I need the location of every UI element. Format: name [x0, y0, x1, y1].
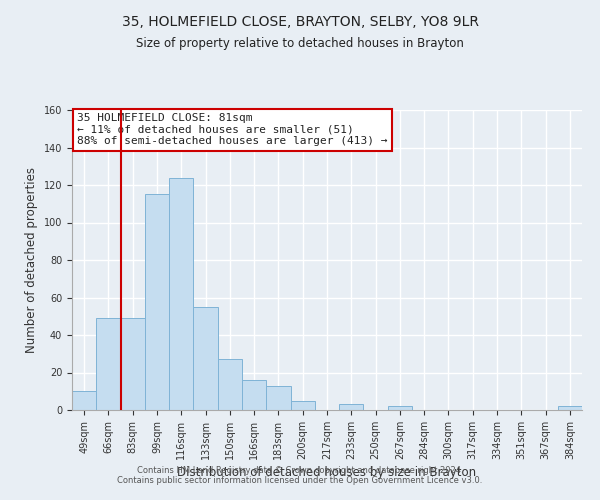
X-axis label: Distribution of detached houses by size in Brayton: Distribution of detached houses by size … [178, 466, 476, 479]
Bar [193, 307, 218, 410]
Text: 35, HOLMEFIELD CLOSE, BRAYTON, SELBY, YO8 9LR: 35, HOLMEFIELD CLOSE, BRAYTON, SELBY, YO… [121, 15, 479, 29]
Text: 35 HOLMEFIELD CLOSE: 81sqm
← 11% of detached houses are smaller (51)
88% of semi: 35 HOLMEFIELD CLOSE: 81sqm ← 11% of deta… [77, 113, 388, 146]
Bar [96, 318, 121, 410]
Bar [218, 360, 242, 410]
Bar [339, 404, 364, 410]
Bar [72, 391, 96, 410]
Bar [169, 178, 193, 410]
Bar [290, 400, 315, 410]
Bar [558, 406, 582, 410]
Text: Size of property relative to detached houses in Brayton: Size of property relative to detached ho… [136, 38, 464, 51]
Bar [242, 380, 266, 410]
Text: Contains HM Land Registry data © Crown copyright and database right 2024.
Contai: Contains HM Land Registry data © Crown c… [118, 466, 482, 485]
Bar [121, 318, 145, 410]
Y-axis label: Number of detached properties: Number of detached properties [25, 167, 38, 353]
Bar [388, 406, 412, 410]
Bar [266, 386, 290, 410]
Bar [145, 194, 169, 410]
